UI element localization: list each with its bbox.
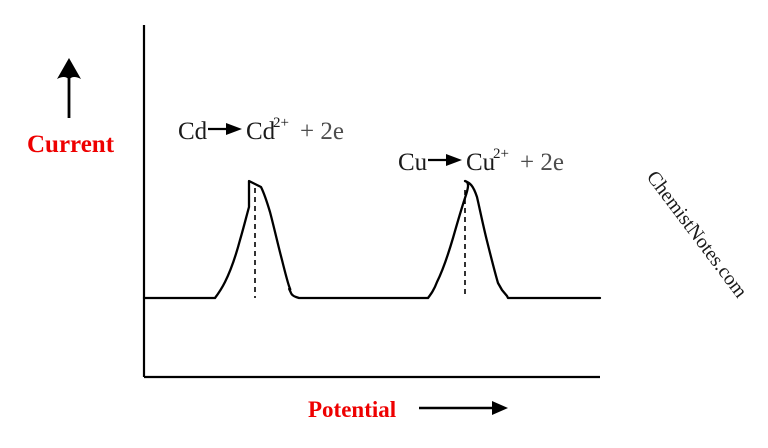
svg-text:+ 2e: + 2e: [300, 118, 344, 145]
svg-text:2+: 2+: [273, 115, 289, 131]
svg-text:+ 2e: + 2e: [520, 149, 564, 176]
svg-text:Cd: Cd: [178, 118, 208, 145]
svg-text:ChemistNotes.com: ChemistNotes.com: [642, 167, 752, 303]
svg-text:Current: Current: [27, 131, 115, 158]
svg-text:Potential: Potential: [308, 397, 396, 422]
svg-text:Cu: Cu: [398, 149, 428, 176]
svg-text:2+: 2+: [493, 146, 509, 162]
svg-text:Cd: Cd: [246, 118, 276, 145]
svg-text:Cu: Cu: [466, 149, 496, 176]
